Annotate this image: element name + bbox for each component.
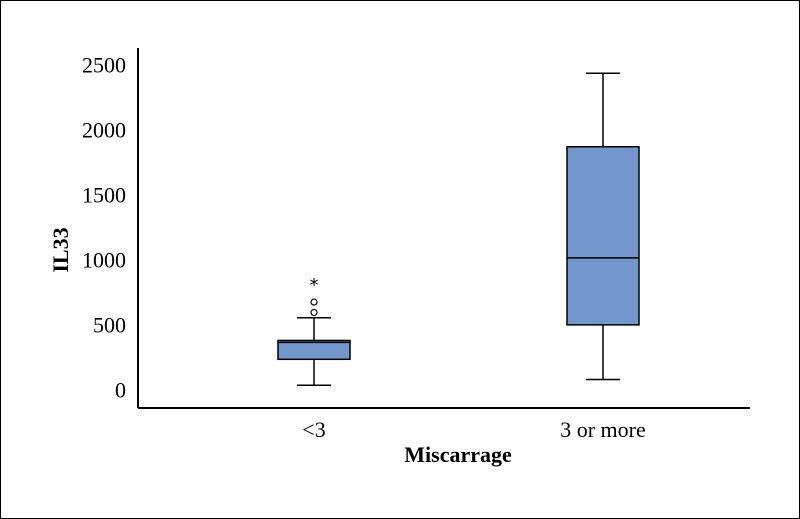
y-tick-label: 1500 (82, 183, 126, 208)
x-tick-label: 3 or more (560, 417, 646, 442)
y-axis-title: IL33 (48, 227, 73, 272)
y-tick-label: 2000 (82, 118, 126, 143)
box-group (566, 72, 640, 381)
boxes: * (277, 72, 640, 387)
y-tick-labels: 0 500 1000 1500 2000 2500 (82, 53, 126, 403)
x-tick-label: <3 (302, 417, 325, 442)
x-tick-labels: <3 3 or more (302, 417, 645, 442)
y-tick-label: 500 (93, 313, 126, 338)
iqr-box (566, 146, 640, 326)
box-group: * (277, 275, 351, 387)
y-tick-label: 0 (115, 378, 126, 403)
outlier-point (310, 298, 318, 306)
y-tick-label: 2500 (82, 53, 126, 78)
outlier-point (310, 308, 318, 317)
y-tick-label: 1000 (82, 248, 126, 273)
iqr-box (277, 339, 351, 361)
x-axis-title: Miscarrage (404, 442, 512, 467)
axes (137, 48, 750, 409)
extreme-point: * (310, 275, 319, 296)
